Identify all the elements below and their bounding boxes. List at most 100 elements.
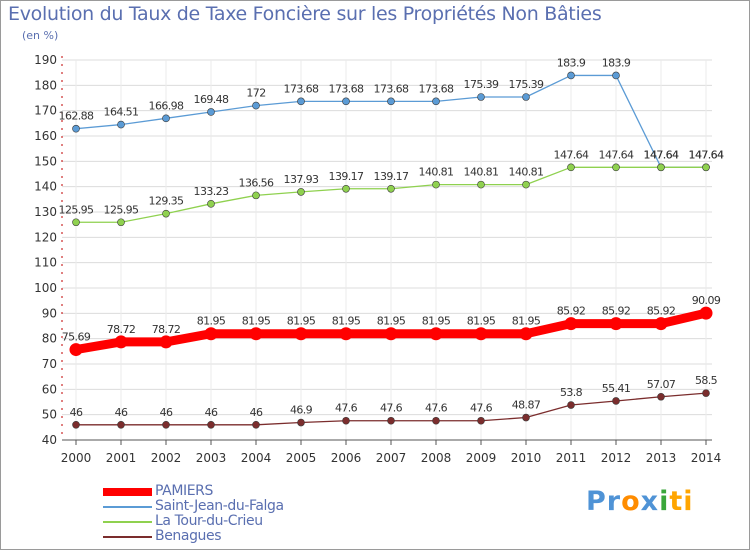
- data-label: 147.64: [689, 148, 724, 161]
- data-point: [612, 163, 620, 172]
- x-tick-label: 2006: [331, 451, 362, 465]
- data-label: 81.95: [332, 315, 361, 328]
- data-label: 147.64: [644, 148, 679, 161]
- legend-swatch-benagues: [103, 536, 152, 538]
- data-label: 166.98: [149, 99, 184, 112]
- data-label: 173.68: [284, 82, 319, 95]
- data-label: 46: [70, 406, 83, 419]
- legend-label-pamiers: PAMIERS: [155, 483, 213, 499]
- data-label: 172: [246, 87, 265, 100]
- data-point: [204, 327, 218, 341]
- data-point: [252, 101, 260, 110]
- data-label: 78.72: [107, 323, 136, 336]
- data-label: 139.17: [374, 170, 409, 183]
- data-label: 81.95: [422, 315, 451, 328]
- data-label: 183.9: [602, 56, 631, 69]
- data-label: 173.68: [419, 82, 454, 95]
- logo-part-5: ti: [669, 486, 694, 517]
- data-point: [297, 188, 305, 196]
- data-point: [72, 218, 80, 227]
- data-point: [477, 93, 485, 101]
- data-point: [252, 191, 260, 200]
- y-tick-label: 60: [42, 382, 57, 396]
- data-point: [117, 218, 125, 227]
- y-tick-label: 130: [34, 205, 57, 219]
- data-point: [342, 97, 350, 106]
- data-point: [429, 327, 443, 341]
- data-point: [567, 163, 575, 172]
- logo-part-1: Pr: [586, 486, 622, 517]
- x-tick-label: 2011: [556, 451, 587, 465]
- data-label: 81.95: [242, 315, 271, 328]
- data-point: [249, 327, 263, 341]
- data-label: 47.6: [470, 402, 493, 415]
- y-tick-label: 70: [42, 357, 57, 371]
- data-label: 90.09: [692, 294, 721, 307]
- data-label: 183.9: [557, 56, 586, 69]
- data-point: [384, 327, 398, 341]
- x-tick-label: 2010: [511, 451, 542, 465]
- x-tick-label: 2000: [61, 451, 92, 465]
- line-chart: 40 50 60 70 80 90 100 110 120 130 140 150 160 170 180 1…: [34, 53, 725, 465]
- data-label: 81.95: [197, 315, 226, 328]
- data-label: 173.68: [329, 82, 364, 95]
- data-label: 81.95: [287, 315, 316, 328]
- x-tick-label: 2004: [241, 451, 272, 465]
- data-point: [519, 327, 533, 341]
- data-point: [117, 120, 125, 129]
- data-label: 140.81: [464, 166, 499, 179]
- data-point: [657, 163, 665, 172]
- y-tick-label: 50: [42, 408, 57, 422]
- series-pamiers: 75.69 78.72 78.72 81.95 81.95 81.95 81.95 81.95…: [62, 294, 721, 357]
- data-label: 75.69: [62, 331, 91, 344]
- data-point: [612, 397, 620, 405]
- data-label: 175.39: [464, 78, 499, 91]
- data-label: 46: [115, 406, 128, 419]
- data-point: [387, 184, 395, 193]
- data-point: [567, 401, 575, 409]
- x-tick-label: 2014: [691, 451, 722, 465]
- data-point: [474, 327, 488, 341]
- data-point: [339, 327, 353, 341]
- y-tick-label: 90: [42, 306, 57, 320]
- data-point: [387, 416, 395, 425]
- data-point: [207, 420, 215, 429]
- data-point: [72, 124, 80, 133]
- data-point: [567, 71, 575, 80]
- data-label: 78.72: [152, 323, 181, 336]
- data-label: 85.92: [602, 305, 631, 318]
- data-label: 55.41: [602, 382, 631, 395]
- data-label: 57.07: [647, 378, 676, 391]
- data-point: [297, 97, 305, 106]
- data-point: [252, 420, 260, 429]
- data-label: 46: [205, 406, 218, 419]
- data-label: 46: [250, 406, 263, 419]
- y-tick-label: 110: [34, 256, 57, 270]
- data-label: 47.6: [425, 402, 448, 415]
- data-point: [654, 317, 668, 331]
- legend-swatch-saint-jean-du-falga: [103, 506, 152, 508]
- x-tick-label: 2008: [421, 451, 452, 465]
- data-label: 175.39: [509, 78, 544, 91]
- legend-swatch-pamiers: [103, 488, 152, 496]
- data-label: 85.92: [557, 305, 586, 318]
- data-label: 173.68: [374, 82, 409, 95]
- data-label: 140.81: [509, 166, 544, 179]
- logo-part-2: o: [621, 486, 641, 517]
- data-point: [297, 418, 305, 427]
- data-point: [162, 209, 170, 218]
- data-point: [342, 416, 350, 425]
- data-point: [69, 343, 83, 357]
- data-label: 46: [160, 406, 173, 419]
- data-point: [207, 200, 215, 208]
- y-tick-label: 150: [34, 154, 57, 168]
- data-point: [702, 389, 710, 397]
- data-label: 139.17: [329, 170, 364, 183]
- y-tick-label: 40: [42, 433, 57, 447]
- data-label: 133.23: [194, 185, 229, 198]
- y-tick-label: 170: [34, 104, 57, 118]
- data-point: [342, 184, 350, 193]
- x-tick-label: 2009: [466, 451, 497, 465]
- data-point: [609, 317, 623, 331]
- y-tick-label: 140: [34, 180, 57, 194]
